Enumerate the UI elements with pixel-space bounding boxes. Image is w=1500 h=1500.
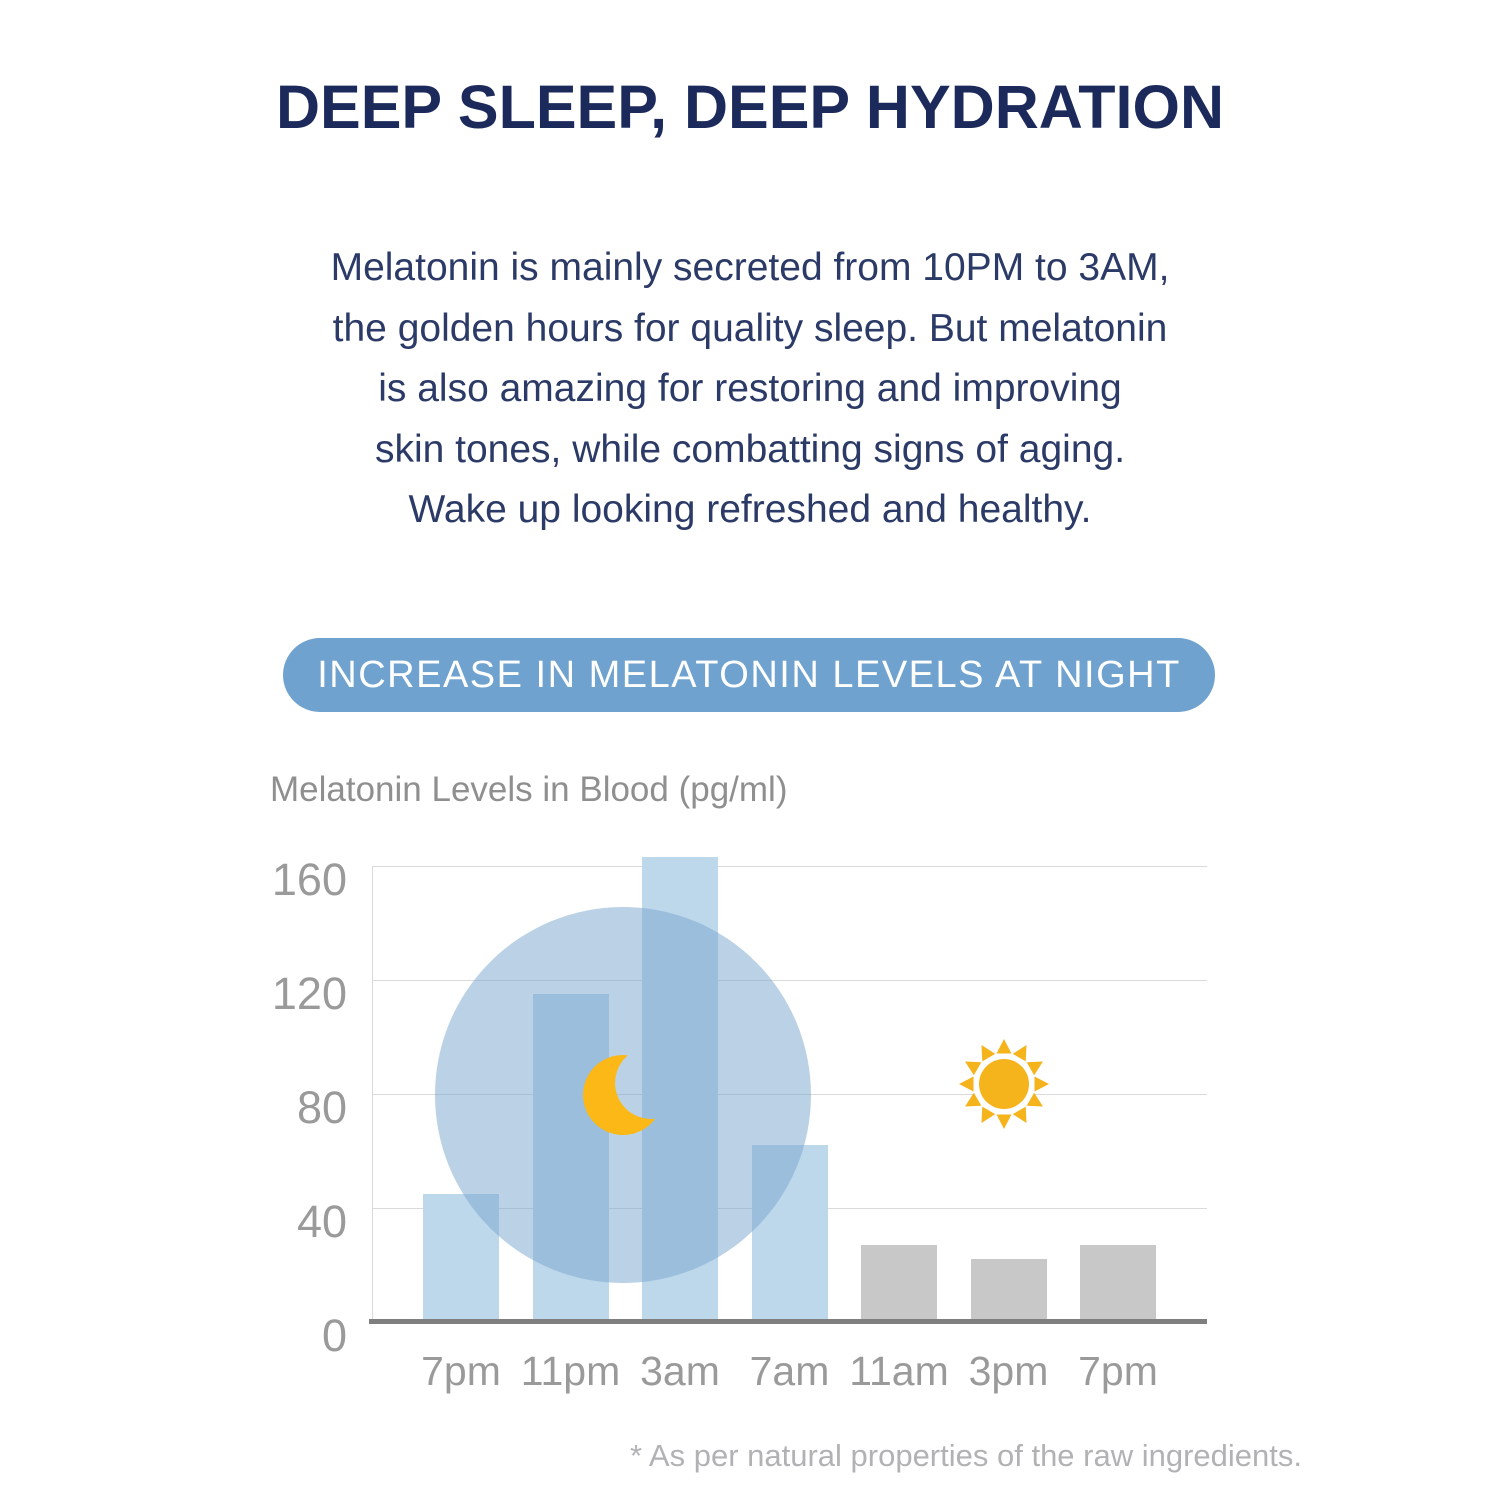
- sun-icon: [959, 1039, 1049, 1129]
- intro-paragraph: Melatonin is mainly secreted from 10PM t…: [0, 238, 1500, 541]
- footnote: * As per natural properties of the raw i…: [629, 1438, 1302, 1473]
- sun-disc: [979, 1059, 1029, 1109]
- sun-rays: [959, 1039, 1049, 1129]
- y-tick-label: 80: [296, 1081, 347, 1133]
- intro-line: Melatonin is mainly secreted from 10PM t…: [330, 246, 1170, 289]
- melatonin-bar-chart: 0 40 80 120 160 7pm 11pm 3am 7am 11am 3pm 7pm: [272, 843, 1207, 1394]
- intro-line: skin tones, while combatting signs of ag…: [374, 427, 1126, 471]
- x-tick-label: 3am: [640, 1348, 720, 1394]
- y-tick-label: 40: [296, 1195, 347, 1247]
- y-tick-label: 120: [271, 967, 347, 1019]
- moon-icon: [582, 1054, 656, 1135]
- gridline-120: [372, 979, 1207, 981]
- intro-line: the golden hours for quality sleep. But …: [332, 306, 1168, 350]
- x-tick-label: 7pm: [1078, 1348, 1158, 1394]
- intro-line: is also amazing for restoring and improv…: [378, 367, 1122, 410]
- y-tick-label: 160: [271, 853, 347, 905]
- intro-line: Wake up looking refreshed and healthy.: [408, 488, 1092, 531]
- bar-3pm-day: [970, 1259, 1047, 1319]
- x-tick-label: 11pm: [520, 1348, 621, 1394]
- x-tick-label: 7pm: [421, 1348, 501, 1394]
- y-tick-label: 0: [321, 1310, 347, 1361]
- x-tick-label: 7am: [749, 1348, 830, 1394]
- night-highlight-circle: [435, 907, 811, 1283]
- x-tick-label: 11am: [849, 1348, 949, 1394]
- gridline-160: [372, 865, 1207, 867]
- bar-11am-day: [861, 1244, 937, 1319]
- section-badge: INCREASE IN MELATONIN LEVELS AT NIGHT: [283, 638, 1215, 712]
- chart-title: Melatonin Levels in Blood (pg/ml): [270, 770, 788, 809]
- x-tick-label: 3pm: [968, 1348, 1049, 1394]
- page-title: DEEP SLEEP, DEEP HYDRATION: [275, 73, 1225, 141]
- bar-7pm-day: [1080, 1244, 1156, 1319]
- x-axis-line: [369, 1319, 1207, 1324]
